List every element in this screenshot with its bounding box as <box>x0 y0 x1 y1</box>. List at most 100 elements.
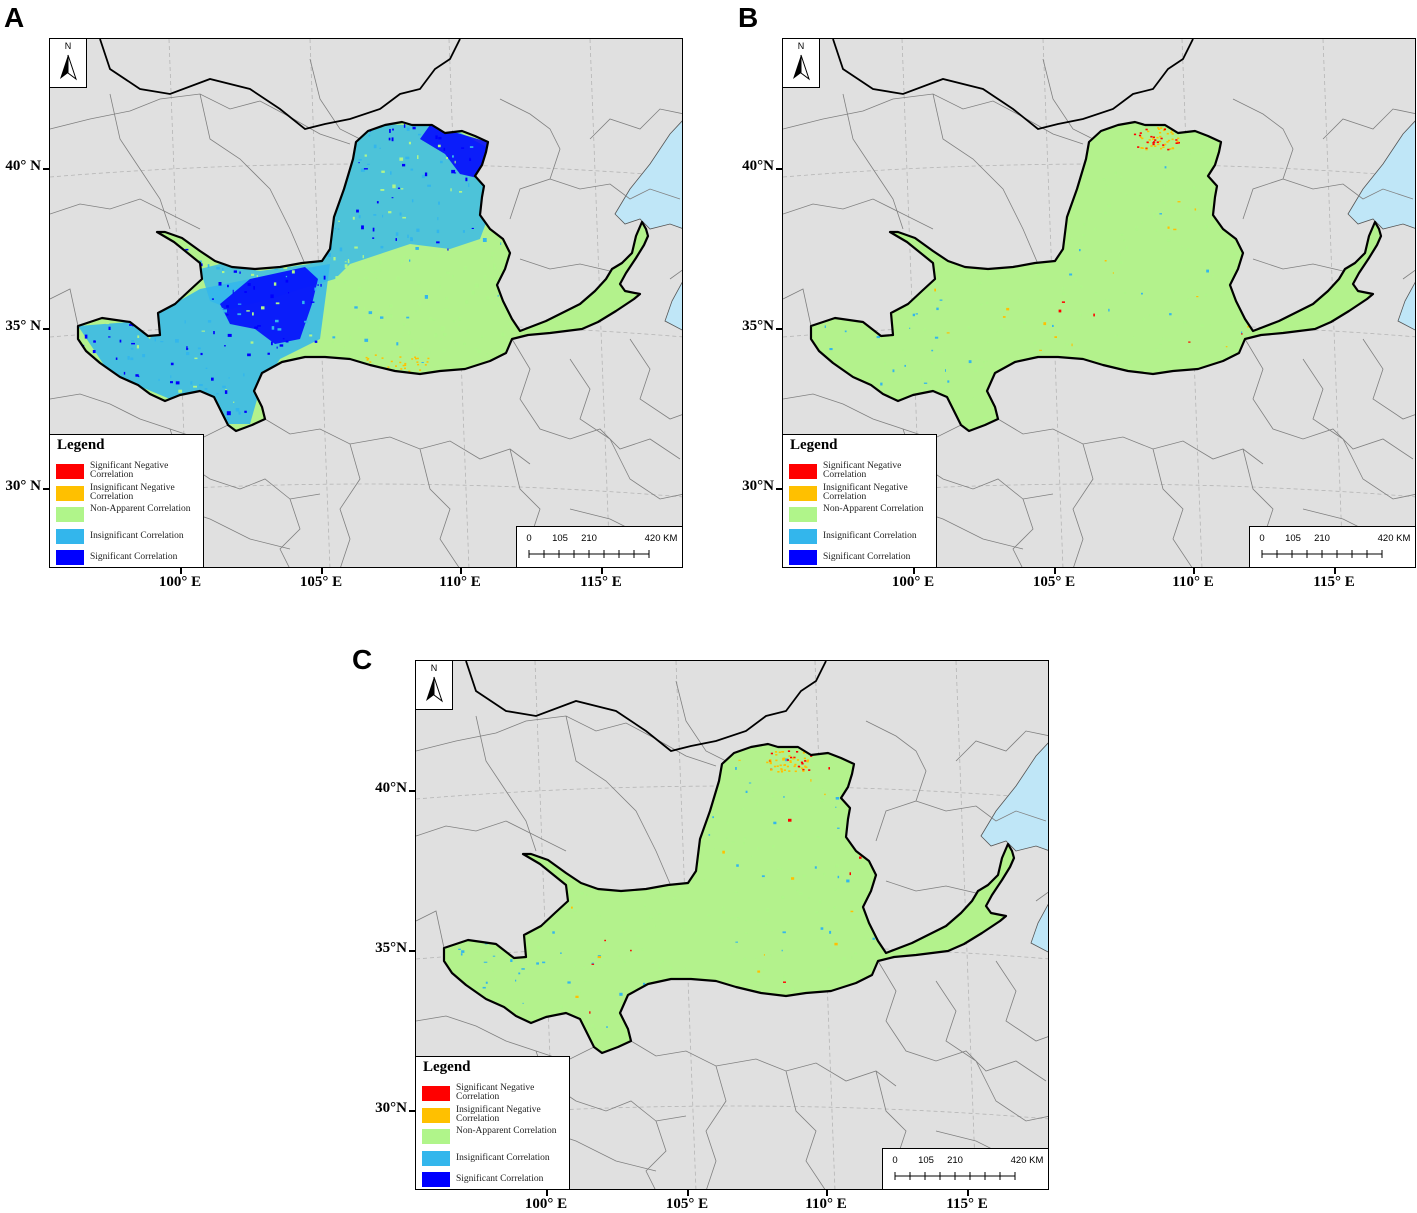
raster-cell <box>1115 334 1118 337</box>
legend-item: Non-Apparent Correlation <box>789 504 935 525</box>
raster-cell <box>502 246 506 248</box>
raster-cell <box>743 957 747 960</box>
basin-fill <box>444 744 1014 1053</box>
raster-cell <box>1207 373 1211 375</box>
raster-cell <box>591 963 595 965</box>
raster-cell <box>773 821 777 825</box>
raster-cell <box>1075 385 1077 387</box>
raster-cell <box>225 194 229 196</box>
raster-cell <box>1137 135 1141 138</box>
raster-cell <box>187 261 190 264</box>
raster-cell <box>622 929 625 932</box>
raster-cell <box>987 341 989 344</box>
raster-cell <box>1083 223 1086 226</box>
raster-cell <box>606 1026 608 1028</box>
raster-cell <box>367 163 370 165</box>
raster-cell <box>490 256 493 259</box>
raster-cell <box>772 770 776 773</box>
raster-cell <box>442 349 446 352</box>
raster-cell <box>170 141 174 144</box>
raster-cell <box>367 357 370 360</box>
raster-cell <box>274 268 279 270</box>
raster-cell <box>1160 147 1163 150</box>
raster-cell <box>651 748 654 750</box>
raster-cell <box>751 855 753 857</box>
raster-cell <box>870 810 873 812</box>
raster-cell <box>986 301 989 304</box>
raster-cell <box>226 411 231 416</box>
map-panel-a[interactable]: N Legend Significant Negative Correlation I… <box>49 38 683 568</box>
raster-cell <box>589 1011 591 1014</box>
raster-cell <box>783 981 786 983</box>
raster-cell <box>811 746 814 749</box>
raster-cell <box>641 948 644 951</box>
raster-cell <box>884 419 888 421</box>
raster-cell <box>842 1023 845 1026</box>
raster-cell <box>491 299 494 301</box>
raster-cell <box>115 240 119 243</box>
raster-cell <box>154 404 158 407</box>
raster-cell <box>225 313 229 316</box>
raster-cell <box>802 874 807 877</box>
raster-cell <box>736 917 740 920</box>
raster-cell <box>864 1043 868 1046</box>
raster-cell <box>1120 233 1124 236</box>
north-label: N <box>430 663 438 673</box>
raster-cell <box>107 235 111 239</box>
raster-cell <box>1071 343 1073 347</box>
raster-cell <box>792 757 795 760</box>
north-arrow: N <box>783 39 820 88</box>
raster-cell <box>824 1028 827 1030</box>
raster-cell <box>136 345 139 349</box>
raster-cell <box>1234 175 1237 177</box>
raster-cell <box>358 159 362 161</box>
raster-cell <box>829 930 832 934</box>
raster-cell <box>252 312 254 316</box>
raster-cell <box>887 171 889 174</box>
raster-cell <box>149 208 153 210</box>
raster-cell <box>392 128 394 131</box>
raster-cell <box>760 775 762 778</box>
raster-cell <box>482 377 484 380</box>
raster-cell <box>318 152 322 156</box>
raster-cell <box>334 227 336 230</box>
raster-cell <box>600 962 604 964</box>
raster-cell <box>1160 137 1163 140</box>
raster-cell <box>931 349 934 352</box>
raster-cell <box>827 967 830 971</box>
map-panel-b[interactable]: N Legend Significant Negative Correlation I… <box>782 38 1416 568</box>
basin-boundary <box>76 120 650 433</box>
raster-cell <box>104 417 108 421</box>
raster-cell <box>444 308 449 310</box>
map-panel-c[interactable]: N Legend Significant Negative Correlation I… <box>415 660 1049 1190</box>
raster-cell <box>151 153 155 156</box>
raster-cell <box>1230 320 1232 322</box>
raster-cell <box>363 168 368 170</box>
legend-swatch <box>422 1172 450 1187</box>
raster-cell <box>193 133 197 138</box>
raster-cell <box>1166 132 1169 135</box>
raster-cell <box>815 911 819 914</box>
latitude-label: 35°N <box>742 318 774 334</box>
raster-cell <box>427 360 430 362</box>
raster-cell <box>869 297 872 300</box>
raster-cell <box>790 832 793 836</box>
province-boundary <box>1322 108 1415 140</box>
province-boundary <box>785 1070 826 1189</box>
raster-cell <box>1211 274 1214 277</box>
raster-cell <box>835 407 839 409</box>
raster-cell <box>510 329 514 334</box>
raster-cell <box>1069 386 1073 388</box>
raster-cell <box>798 784 801 788</box>
province-boundary <box>339 443 361 567</box>
raster-cell <box>482 366 487 370</box>
raster-cell <box>947 380 950 383</box>
raster-cell <box>507 323 511 325</box>
raster-cell <box>320 409 324 412</box>
raster-cell <box>263 132 267 135</box>
raster-cell <box>1206 269 1209 273</box>
raster-cell <box>560 817 564 821</box>
raster-cell <box>766 908 769 912</box>
raster-cell <box>474 348 478 350</box>
raster-cell <box>1137 193 1140 195</box>
